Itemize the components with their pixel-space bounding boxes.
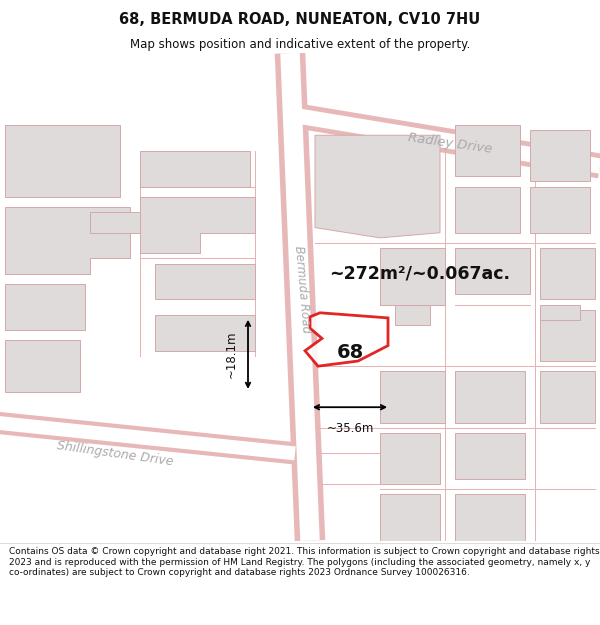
Polygon shape — [455, 371, 525, 423]
Polygon shape — [305, 312, 388, 366]
Text: 68, BERMUDA ROAD, NUNEATON, CV10 7HU: 68, BERMUDA ROAD, NUNEATON, CV10 7HU — [119, 12, 481, 27]
Polygon shape — [155, 315, 255, 351]
Polygon shape — [530, 130, 590, 181]
Polygon shape — [530, 186, 590, 232]
Polygon shape — [5, 207, 130, 274]
Polygon shape — [455, 248, 530, 294]
Text: Map shows position and indicative extent of the property.: Map shows position and indicative extent… — [130, 38, 470, 51]
Polygon shape — [5, 284, 85, 330]
Polygon shape — [90, 213, 140, 232]
Text: ~35.6m: ~35.6m — [326, 422, 374, 434]
Polygon shape — [395, 304, 430, 325]
Text: Contains OS data © Crown copyright and database right 2021. This information is : Contains OS data © Crown copyright and d… — [9, 548, 599, 577]
Polygon shape — [540, 371, 595, 423]
Polygon shape — [5, 341, 80, 392]
Polygon shape — [540, 304, 580, 320]
Polygon shape — [5, 125, 120, 197]
Polygon shape — [540, 248, 595, 299]
Polygon shape — [155, 264, 255, 299]
Text: ~18.1m: ~18.1m — [225, 331, 238, 378]
Polygon shape — [540, 310, 595, 361]
Polygon shape — [455, 125, 520, 176]
Polygon shape — [380, 433, 440, 484]
Polygon shape — [455, 433, 525, 479]
Polygon shape — [380, 494, 440, 541]
Polygon shape — [315, 135, 440, 238]
Polygon shape — [380, 248, 445, 304]
Text: ~272m²/~0.067ac.: ~272m²/~0.067ac. — [329, 265, 511, 282]
Polygon shape — [455, 494, 525, 541]
Polygon shape — [140, 151, 250, 186]
Polygon shape — [140, 197, 255, 253]
Polygon shape — [455, 186, 520, 232]
Text: Shillingstone Drive: Shillingstone Drive — [56, 439, 174, 468]
Text: Bermuda Road: Bermuda Road — [292, 245, 312, 334]
Text: 68: 68 — [337, 343, 364, 362]
Polygon shape — [380, 371, 445, 423]
Text: Radley Drive: Radley Drive — [407, 131, 493, 156]
